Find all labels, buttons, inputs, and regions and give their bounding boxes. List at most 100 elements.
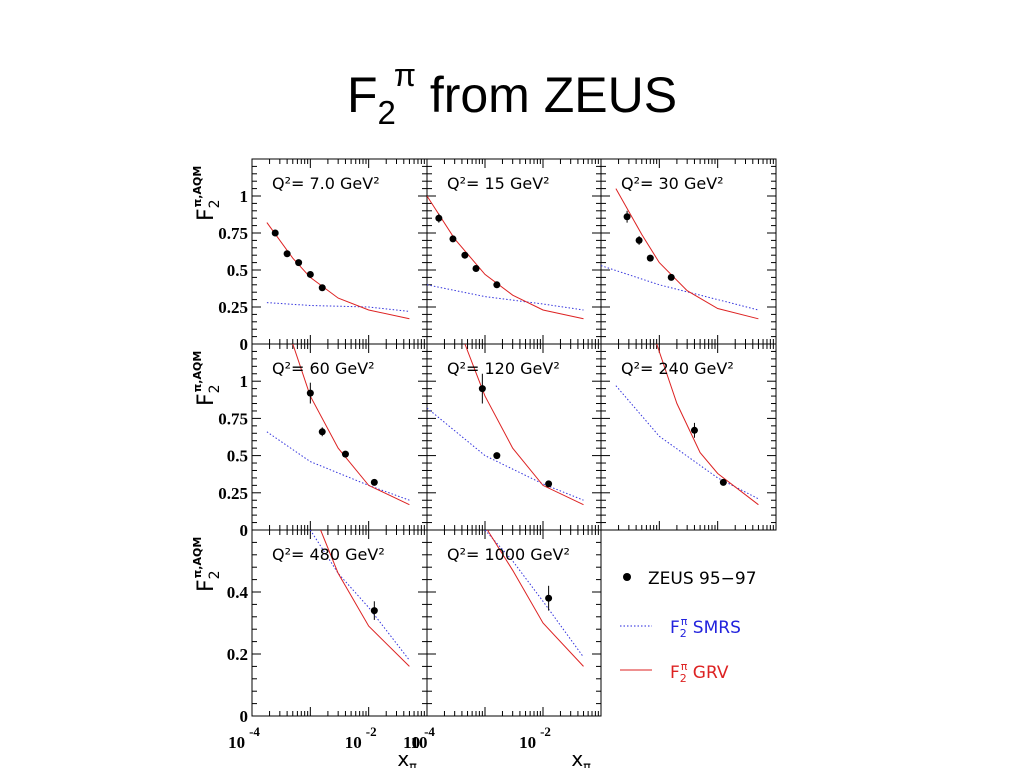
grv-curve	[656, 344, 759, 506]
panel-frame	[600, 343, 777, 531]
panel-1: 0 0.25 0.5 0.75 1 Q²= 7.0 GeV²	[218, 158, 428, 354]
y-axis-label: F2π,AQM	[191, 351, 223, 406]
panel-label: Q²= 240 GeV²	[621, 359, 734, 378]
x-tick-label-base: 10	[228, 733, 245, 752]
x-axis-label-sub: π	[583, 760, 591, 768]
legend-zeus-marker	[623, 573, 631, 581]
zeus-data-point	[545, 480, 553, 488]
panel-label: Q²= 1000 GeV²	[447, 545, 570, 564]
x-tick-label-base: 10	[403, 733, 420, 752]
y-tick-label: 0	[240, 521, 249, 540]
x-axis-label-sub: π	[409, 760, 417, 768]
y-tick-label: 0.25	[218, 298, 248, 317]
zeus-data-point	[623, 213, 631, 221]
y-tick-label: 0	[240, 707, 249, 726]
zeus-data-point	[719, 478, 727, 486]
zeus-data-point	[545, 594, 553, 602]
legend-smrs-prefix: F	[670, 618, 680, 638]
legend-smrs-sup: π	[681, 615, 688, 628]
smrs-curve	[427, 284, 584, 311]
legend-grv-prefix: F	[670, 663, 680, 683]
panel-label: Q²= 120 GeV²	[447, 359, 560, 378]
panel-8: Q²= 1000 GeV²	[426, 529, 602, 717]
title-superscript: π	[393, 57, 416, 93]
slide-title: F2π from ZEUS	[0, 40, 1024, 131]
x-tick-label-base: 10	[411, 733, 428, 752]
panel-7: 0 0.2 0.4 Q²= 480 GeV²	[227, 529, 428, 726]
zeus-data-point	[478, 385, 486, 393]
zeus-data-point	[318, 428, 326, 436]
panel-label: Q²= 60 GeV²	[272, 359, 375, 378]
panel-3: Q²= 30 GeV²	[600, 158, 777, 345]
grv-curve	[427, 195, 584, 320]
legend-grv-sup: π	[681, 660, 688, 673]
y-tick-label: 0.5	[227, 261, 248, 280]
x-axis-label: xπ	[571, 747, 591, 768]
y-tick-label: 1	[240, 187, 249, 206]
y-tick-label: 0.5	[227, 447, 248, 466]
zeus-data-point	[635, 236, 643, 244]
y-tick-label: 1	[240, 372, 249, 391]
zeus-data-point	[472, 265, 480, 273]
y-axis-label-base: F	[194, 579, 219, 592]
y-axis-label-base: F	[194, 393, 219, 406]
zeus-data-point	[461, 251, 469, 259]
zeus-data-point	[493, 452, 501, 460]
title-base: F	[346, 67, 378, 123]
smrs-curve	[615, 385, 759, 500]
grv-curve	[615, 188, 759, 320]
x-axis-label-base: x	[571, 747, 583, 768]
zeus-data-point	[370, 478, 378, 486]
y-tick-label: 0	[240, 335, 249, 354]
zeus-data-point	[271, 229, 279, 237]
grv-curve	[320, 530, 410, 667]
grv-curve	[292, 344, 410, 506]
legend-zeus-label: ZEUS 95−97	[648, 569, 757, 589]
y-axis-label-sub: 2	[207, 199, 223, 208]
zeus-data-point	[283, 250, 291, 258]
x-tick-label: 10 -2	[345, 724, 377, 752]
zeus-data-point	[690, 426, 698, 434]
title-subscript: 2	[377, 94, 396, 131]
legend-smrs-label: F2π SMRS	[670, 615, 741, 640]
x-axis-label-base: x	[397, 747, 409, 768]
y-tick-label: 0.25	[218, 484, 248, 503]
y-axis-label-sup: π,AQM	[191, 166, 204, 208]
x-tick-label: 10-4	[403, 724, 435, 752]
zeus-data-point	[435, 214, 443, 222]
y-tick-label: 0.75	[218, 409, 248, 428]
panel-5: Q²= 120 GeV²	[426, 343, 602, 531]
y-axis-label-sup: π,AQM	[191, 537, 204, 579]
smrs-curve	[266, 302, 410, 312]
y-tick-label: 0.75	[218, 224, 248, 243]
zeus-data-point	[449, 235, 457, 243]
panel-2: Q²= 15 GeV²	[426, 158, 602, 345]
y-axis-label: F2π,AQM	[191, 166, 223, 221]
zeus-data-point	[493, 281, 501, 289]
x-tick-label-base: 10	[519, 733, 536, 752]
y-tick-label: 0.2	[227, 645, 248, 664]
legend-grv-label: F2π GRV	[670, 660, 729, 685]
x-tick-label: 10 -2	[519, 724, 551, 752]
x-tick-label-exp: -2	[366, 724, 377, 739]
zeus-data-point	[341, 450, 349, 458]
x-tick-label: 10 -4	[228, 724, 260, 752]
x-tick-label-exp: -4	[249, 724, 260, 739]
y-axis-label-sup: π,AQM	[191, 351, 204, 393]
zeus-data-point	[646, 254, 654, 262]
zeus-data-point	[295, 259, 303, 267]
legend-grv-text: GRV	[687, 663, 728, 683]
zeus-data-point	[370, 607, 378, 615]
legend-smrs-text: SMRS	[687, 618, 740, 638]
y-axis-label-sub: 2	[207, 384, 223, 393]
zeus-data-point	[318, 284, 326, 292]
y-axis-label-base: F	[194, 208, 219, 221]
x-axis-label: xπ	[397, 747, 417, 768]
legend-smrs-sub: 2	[680, 627, 687, 640]
x-tick-label-exp: -4	[424, 724, 435, 739]
y-axis-label: F2π,AQM	[191, 537, 223, 592]
grv-curve	[486, 530, 584, 667]
panel-label: Q²= 480 GeV²	[272, 545, 385, 564]
grv-curve	[464, 344, 584, 506]
